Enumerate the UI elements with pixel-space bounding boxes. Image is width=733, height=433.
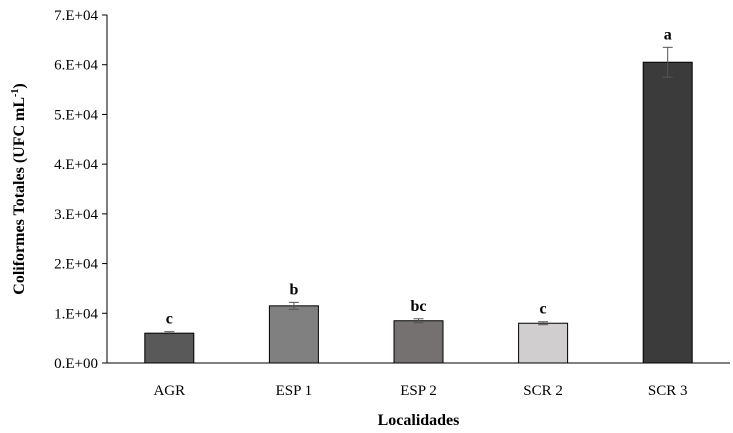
significance-labels: c b bc c a xyxy=(166,26,672,327)
y-tick-label: 3.E+04 xyxy=(54,207,98,223)
significance-label: b xyxy=(289,281,298,298)
bar-esp-1 xyxy=(268,305,319,364)
x-tick-label: SCR 2 xyxy=(523,383,563,399)
significance-label: c xyxy=(540,301,547,318)
x-tick-label: SCR 3 xyxy=(648,383,688,399)
y-tick-label: 5.E+04 xyxy=(54,107,98,123)
x-tick-label: AGR xyxy=(153,383,185,399)
y-axis-title: Coliformes Totales (UFC mL-1) xyxy=(10,83,28,294)
x-axis-title: Localidades xyxy=(378,412,460,429)
bar-esp-2 xyxy=(393,320,444,364)
y-tick-label: 0.E+00 xyxy=(54,356,98,372)
y-tick-label: 7.E+04 xyxy=(54,8,98,24)
bar-agr xyxy=(144,332,195,364)
y-tick-label: 2.E+04 xyxy=(54,257,98,273)
y-axis-title-superscript: -1 xyxy=(10,89,21,97)
bar-scr-2 xyxy=(518,322,569,364)
y-axis-title-close: ) xyxy=(11,83,28,88)
error-bars xyxy=(164,46,673,336)
bars xyxy=(144,61,693,364)
significance-label: c xyxy=(166,311,173,328)
x-axis-tick-labels: AGR ESP 1 ESP 2 SCR 2 SCR 3 xyxy=(153,383,687,399)
y-tick-label: 6.E+04 xyxy=(54,58,98,74)
bar-scr-3 xyxy=(642,61,693,364)
significance-label: bc xyxy=(411,298,427,315)
y-axis-ticks: 0.E+00 1.E+04 2.E+04 3.E+04 4.E+04 5.E+04 6.E+… xyxy=(54,8,107,372)
y-tick-label: 4.E+04 xyxy=(54,157,98,173)
x-tick-label: ESP 1 xyxy=(276,383,313,399)
y-tick-label: 1.E+04 xyxy=(54,306,98,322)
significance-label: a xyxy=(664,26,672,43)
x-tick-label: ESP 2 xyxy=(400,383,437,399)
y-axis-title-main: Coliformes Totales (UFC mL xyxy=(11,97,28,295)
